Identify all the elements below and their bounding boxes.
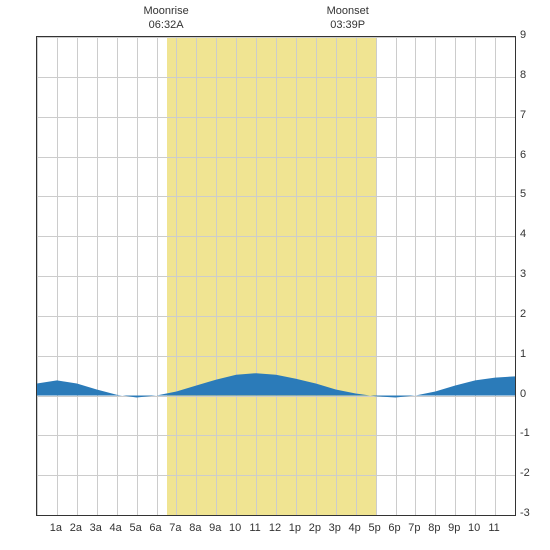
x-tick-label: 3a [90,522,102,534]
x-tick-label: 5a [129,522,141,534]
y-tick-label: 6 [520,149,526,161]
y-tick-label: -3 [520,507,530,519]
x-tick-label: 4a [110,522,122,534]
y-tick-label: -2 [520,467,530,479]
x-tick-label: 10 [229,522,241,534]
x-tick-label: 8p [428,522,440,534]
x-tick-label: 4p [349,522,361,534]
y-tick-label: 7 [520,109,526,121]
x-tick-label: 3p [329,522,341,534]
x-tick-label: 1a [50,522,62,534]
y-tick-label: 9 [520,29,526,41]
x-tick-label: 2a [70,522,82,534]
y-tick-label: 0 [520,388,526,400]
tide-chart: -3-2-10123456789 1a2a3a4a5a6a7a8a9a10111… [0,0,550,550]
x-tick-label: 6a [149,522,161,534]
y-tick-label: -1 [520,427,530,439]
x-tick-label: 7p [408,522,420,534]
tide-area-series [37,37,515,515]
x-tick-label: 7a [169,522,181,534]
x-tick-label: 5p [368,522,380,534]
y-tick-label: 3 [520,268,526,280]
x-tick-label: 8a [189,522,201,534]
x-tick-label: 6p [388,522,400,534]
x-tick-label: 11 [249,522,260,534]
x-tick-label: 9p [448,522,460,534]
x-tick-label: 2p [309,522,321,534]
y-tick-label: 8 [520,69,526,81]
event-label: Moonset03:39P [327,4,369,33]
plot-area [36,36,516,516]
x-tick-label: 12 [269,522,281,534]
y-tick-label: 1 [520,348,526,360]
y-tick-label: 4 [520,228,526,240]
x-tick-label: 10 [468,522,480,534]
x-tick-label: 1p [289,522,301,534]
event-label: Moonrise06:32A [143,4,188,33]
x-tick-label: 11 [488,522,499,534]
y-tick-label: 5 [520,188,526,200]
y-tick-label: 2 [520,308,526,320]
x-tick-label: 9a [209,522,221,534]
